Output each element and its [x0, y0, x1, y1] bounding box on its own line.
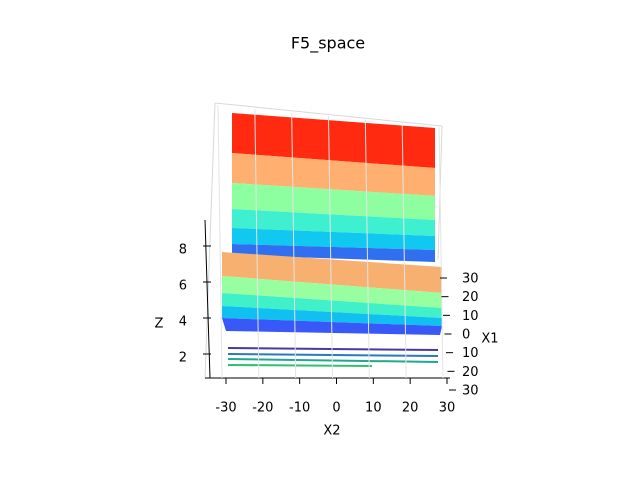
grid-line — [217, 105, 223, 379]
grid-line — [291, 112, 297, 379]
x-tick-label: -30 — [215, 401, 236, 416]
y-tick-label: 30 — [462, 384, 479, 399]
x-tick-label: 0 — [332, 401, 340, 416]
x-tick-label: -10 — [289, 401, 310, 416]
x-tick-label: 10 — [365, 401, 382, 416]
z-tick-label: 4 — [179, 315, 187, 330]
y-tick-label: 10 — [462, 309, 479, 324]
x-tick-label: 30 — [439, 401, 456, 416]
y-tick-label: 20 — [462, 365, 479, 380]
y-tick-label: 10 — [462, 346, 479, 361]
grid-line — [364, 119, 370, 379]
x-tick-label: -20 — [252, 401, 273, 416]
surface-upper — [232, 113, 435, 262]
x-axis-label: X2 — [323, 424, 340, 439]
grid-line — [328, 116, 333, 379]
z-axis-label: Z — [155, 317, 164, 332]
x-tick-label: 20 — [402, 401, 419, 416]
grid-line — [401, 123, 407, 379]
y-tick-label: 0 — [462, 328, 470, 343]
z-tick-label: 8 — [179, 243, 187, 258]
grid-line — [438, 127, 444, 379]
contour-lines — [227, 347, 439, 367]
y-axis-label: X1 — [481, 332, 498, 347]
y-tick-label: 30 — [462, 272, 479, 287]
z-tick-label: 2 — [179, 351, 187, 366]
chart-title: F5_space — [291, 34, 365, 54]
grid-line — [254, 108, 260, 379]
y-tick-label: 20 — [462, 290, 479, 305]
z-tick-label: 6 — [179, 279, 187, 294]
